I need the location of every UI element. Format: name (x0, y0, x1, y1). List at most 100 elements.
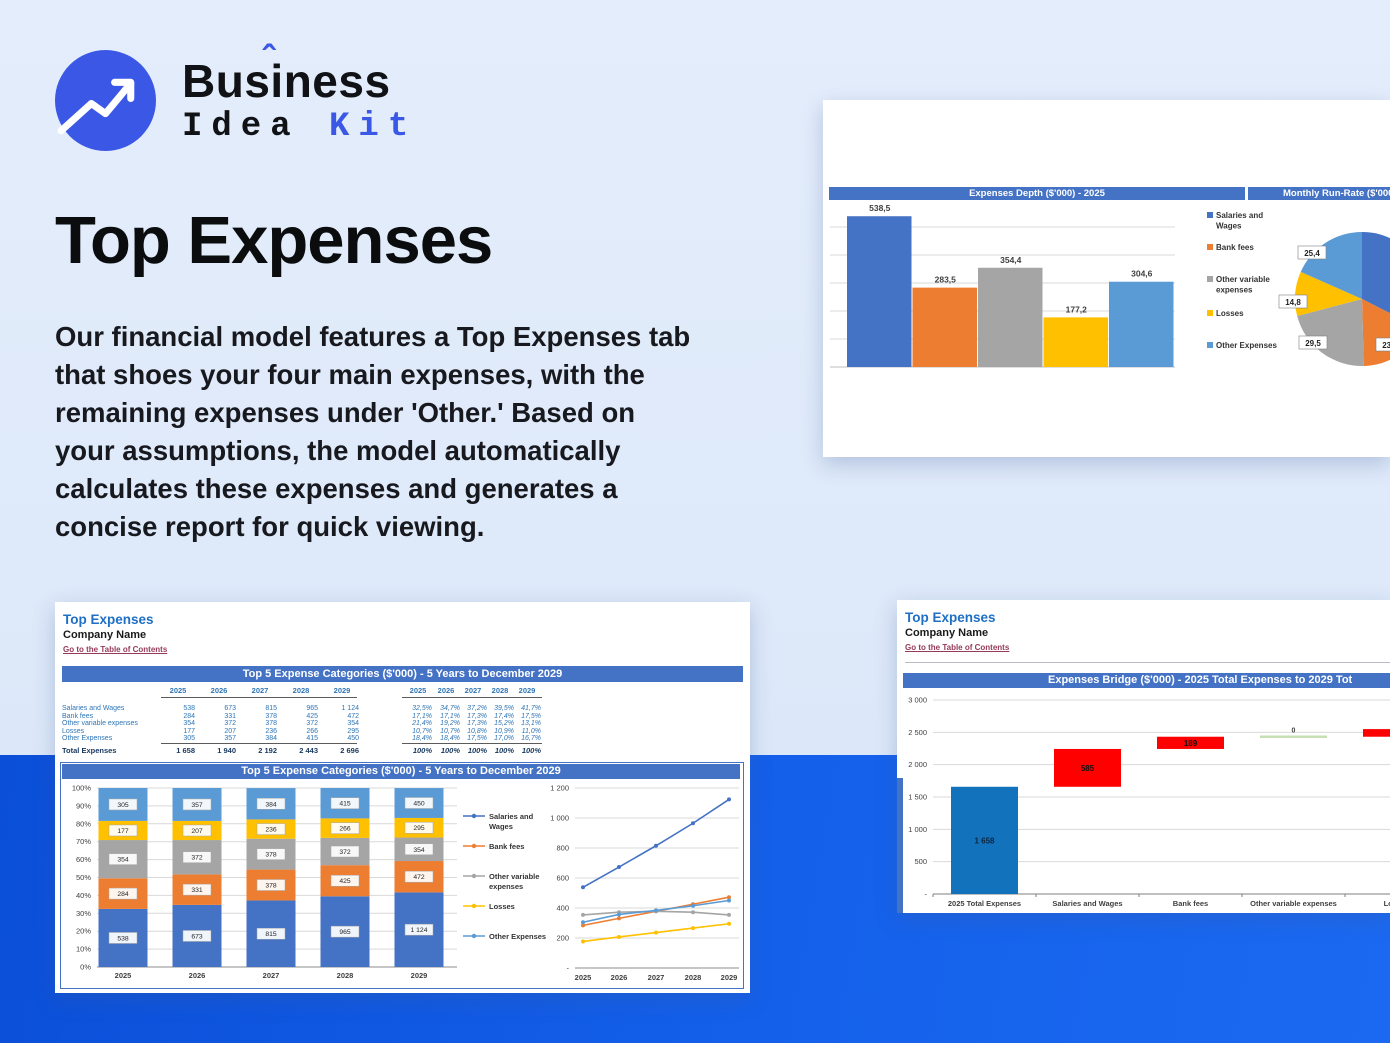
table-rule (402, 742, 542, 744)
svg-text:372: 372 (339, 849, 351, 856)
percent-cell: 10,7% (440, 727, 460, 735)
percent-cell: 17,4% (494, 712, 514, 720)
year-header: 2026 (210, 686, 228, 695)
percent-cell: 18,4% (412, 735, 432, 743)
svg-text:207: 207 (191, 828, 203, 835)
year-header: 2028 (292, 686, 310, 695)
svg-text:40%: 40% (76, 891, 91, 900)
percent-cell: 17,5% (521, 712, 541, 720)
value-cell: 815 (265, 705, 277, 712)
value-cell: 266 (306, 727, 318, 735)
svg-text:2026: 2026 (611, 973, 628, 982)
svg-text:305: 305 (117, 802, 129, 809)
svg-text:354,4: 354,4 (1000, 255, 1022, 265)
svg-text:90%: 90% (76, 801, 91, 810)
svg-text:266: 266 (339, 826, 351, 833)
year-header: 2025 (169, 686, 187, 695)
percent-cell: 10,8% (467, 727, 487, 735)
svg-text:Wages: Wages (489, 822, 513, 831)
value-cell: 425 (306, 712, 318, 720)
svg-text:331: 331 (191, 887, 203, 894)
svg-text:80%: 80% (76, 819, 91, 828)
total-value: 2 443 (299, 745, 318, 755)
svg-text:Losses: Losses (1216, 309, 1244, 318)
value-cell: 354 (183, 720, 195, 728)
expenses-bridge-waterfall-chart: 3 000 2 500 2 000 1 500 1 000 500 - 1 658 2025 T… (908, 696, 1390, 908)
total-value: 2 192 (258, 745, 277, 755)
svg-text:30%: 30% (76, 909, 91, 918)
svg-text:20%: 20% (76, 927, 91, 936)
total-percent: 100% (412, 745, 432, 755)
svg-text:Wages: Wages (1216, 222, 1242, 231)
svg-text:283,5: 283,5 (935, 275, 957, 285)
svg-text:Salaries and: Salaries and (1216, 211, 1263, 220)
svg-text:Other Expenses: Other Expenses (1216, 341, 1277, 350)
sheet-title: Top Expenses (63, 612, 154, 627)
table-of-contents-link[interactable]: Go to the Table of Contents (905, 643, 1010, 652)
table-of-contents-link[interactable]: Go to the Table of Contents (63, 645, 168, 654)
value-cell: 331 (224, 712, 236, 720)
svg-text:965: 965 (339, 929, 351, 936)
pie-chart-title-bar: Monthly Run-Rate ($'000 (1248, 187, 1390, 200)
percent-cell: 17,5% (467, 735, 487, 743)
value-cell: 354 (347, 720, 359, 728)
svg-text:354: 354 (117, 857, 129, 864)
year-header: 2028 (491, 686, 509, 695)
year-header: 2027 (464, 686, 482, 695)
svg-text:1 124: 1 124 (410, 927, 427, 934)
svg-text:0%: 0% (80, 963, 91, 972)
year-header: 2025 (409, 686, 427, 695)
svg-text:1 500: 1 500 (908, 793, 927, 802)
total-percent: 100% (467, 745, 487, 755)
company-name: Company Name (905, 627, 989, 639)
bar-chart-title-bar: Expenses Depth ($'000) - 2025 (829, 187, 1245, 200)
value-cell: 177 (183, 727, 195, 735)
percent-cell: 17,3% (467, 712, 487, 720)
total-percent: 100% (521, 745, 541, 755)
svg-text:800: 800 (556, 844, 569, 853)
value-cell: 415 (306, 735, 318, 743)
year-header: 2026 (437, 686, 455, 695)
svg-text:2025 Total Expenses: 2025 Total Expenses (948, 899, 1021, 908)
percent-cell: 32,5% (412, 705, 432, 712)
page-description: Our financial model features a Top Expen… (55, 321, 691, 542)
svg-text:1 658: 1 658 (974, 836, 995, 845)
svg-text:500: 500 (914, 857, 927, 866)
svg-text:2028: 2028 (337, 971, 354, 980)
svg-text:2027: 2027 (263, 971, 280, 980)
row-label: Losses (62, 727, 85, 735)
svg-text:3 000: 3 000 (908, 696, 927, 705)
screenshot-top5-expense-card: Top Expenses Company Name Go to the Tabl… (55, 602, 750, 993)
cropped-chart-border (897, 778, 903, 913)
svg-text:2026: 2026 (189, 971, 206, 980)
value-cell: 378 (265, 720, 277, 728)
value-cell: 284 (183, 712, 195, 720)
svg-text:2029: 2029 (721, 973, 738, 982)
row-label: Salaries and Wages (62, 705, 125, 712)
value-cell: 450 (347, 735, 359, 743)
svg-text:472: 472 (413, 874, 425, 881)
svg-text:372: 372 (191, 855, 203, 862)
row-label: Bank fees (62, 712, 94, 720)
svg-text:673: 673 (191, 933, 203, 940)
svg-text:177,2: 177,2 (1066, 304, 1088, 314)
brand-accent-hat: ˆ (262, 38, 276, 81)
svg-text:Salaries and Wages: Salaries and Wages (1052, 899, 1122, 908)
percent-cell: 10,7% (412, 727, 432, 735)
trend-arrow-icon (57, 78, 135, 135)
percent-cell: 11,0% (521, 727, 541, 735)
svg-text:2028: 2028 (685, 973, 702, 982)
value-cell: 372 (224, 720, 236, 728)
svg-text:50%: 50% (76, 873, 91, 882)
value-cell: 236 (265, 727, 277, 735)
table-rule (161, 697, 357, 698)
svg-text:0: 0 (1292, 728, 1296, 735)
table-rule (402, 697, 542, 698)
brand-wordmark: Busi ˆ ness Idea Kit (182, 41, 417, 144)
svg-text:Other variable: Other variable (489, 872, 539, 881)
screenshot-expenses-bridge-card: Top Expenses Company Name Go to the Tabl… (897, 600, 1390, 913)
svg-text:2025: 2025 (575, 973, 592, 982)
percent-cell: 19,2% (440, 720, 460, 728)
value-cell: 384 (265, 735, 277, 743)
percent-cell: 10,9% (494, 727, 514, 735)
